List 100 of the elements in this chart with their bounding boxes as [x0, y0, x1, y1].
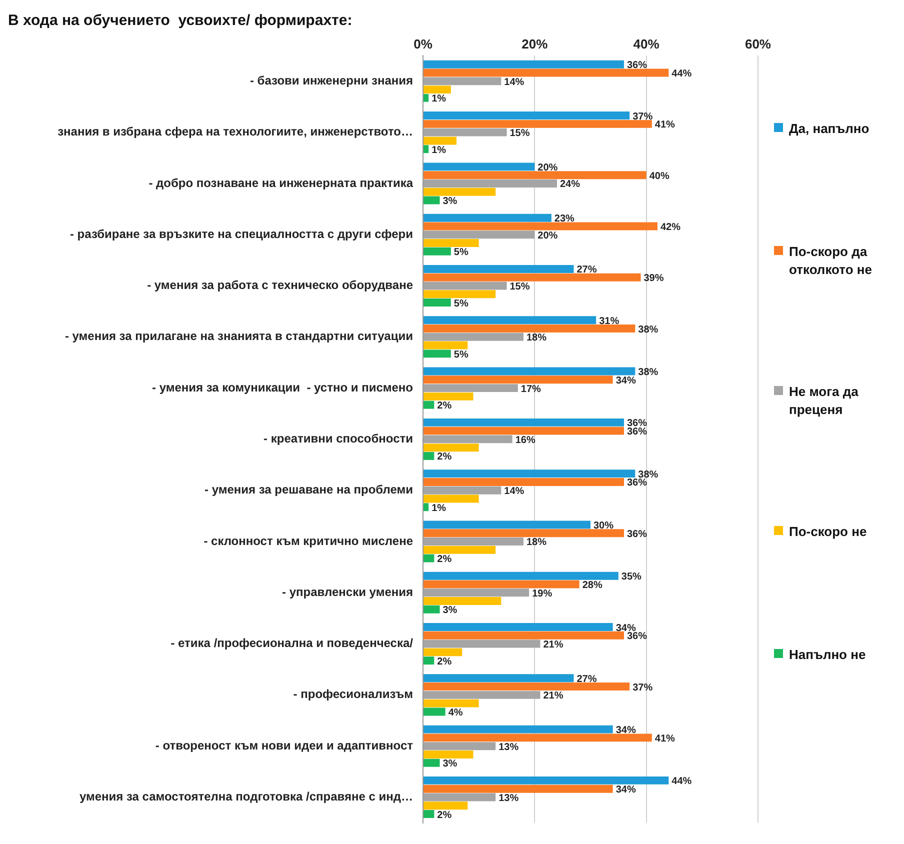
bar: [424, 60, 624, 68]
bar: [424, 112, 630, 120]
data-label: 42%: [660, 222, 681, 233]
data-label: 13%: [498, 792, 519, 804]
data-label: 36%: [626, 426, 648, 438]
bar: [424, 597, 502, 606]
x-tick-label: 20%: [522, 36, 548, 52]
data-label: 20%: [538, 162, 558, 174]
data-label: 39%: [644, 273, 664, 284]
data-label: 18%: [526, 332, 547, 344]
bar: [424, 478, 624, 486]
y-tick-label: - отвореност към нови идеи и адаптивност: [155, 738, 414, 752]
legend-label: Да, напълно: [789, 120, 870, 138]
bar: [424, 776, 669, 784]
data-label: 16%: [515, 434, 536, 446]
data-label: 15%: [510, 282, 530, 293]
data-label: 2%: [437, 656, 452, 668]
y-tick-label: - умения за работа с техническо оборудване: [147, 278, 414, 292]
data-label: 38%: [638, 324, 658, 336]
bar: [424, 554, 434, 562]
data-label: 3%: [442, 758, 458, 770]
bar: [424, 162, 535, 171]
x-tick-label: 40%: [633, 36, 660, 52]
legend-label: Не мога да преценя: [789, 382, 860, 419]
bar: [424, 674, 574, 682]
bar: [424, 426, 624, 435]
bar: [424, 758, 440, 767]
bar: [424, 94, 429, 102]
bar: [424, 452, 434, 460]
data-label: 40%: [649, 170, 670, 182]
data-label: 34%: [616, 725, 636, 736]
bar: [424, 572, 618, 580]
bar: [424, 580, 580, 588]
data-label: 36%: [626, 528, 648, 540]
data-label: 23%: [554, 214, 575, 225]
bar: [424, 188, 496, 196]
data-label: 5%: [454, 247, 468, 258]
data-label: 5%: [454, 349, 468, 360]
bar: [424, 222, 658, 230]
bar: [424, 265, 574, 273]
bar: [424, 734, 652, 742]
data-label: 2%: [437, 400, 452, 412]
bar: [424, 341, 468, 350]
bar: [424, 810, 434, 818]
bar: [424, 470, 636, 478]
data-label: 15%: [510, 128, 530, 140]
data-label: 3%: [442, 605, 458, 616]
bar: [424, 699, 479, 708]
data-label: 2%: [437, 810, 452, 821]
bar: [424, 494, 479, 503]
bar: [424, 247, 451, 256]
bar: [424, 520, 590, 529]
data-label: 1%: [432, 502, 446, 514]
y-tick-label: знания в избрана сфера на технологиите, инженерството…: [58, 124, 413, 139]
y-tick-label: - умения за комуникации - устно и писмено: [152, 380, 413, 394]
bar: [424, 136, 456, 145]
bar: [424, 350, 451, 358]
x-tick-label: 0%: [414, 36, 433, 52]
y-tick-label: - добро познаване на инженерната практика: [148, 176, 414, 190]
bar: [424, 196, 440, 204]
bar: [424, 605, 440, 614]
data-label: 14%: [504, 486, 524, 498]
bar: [424, 682, 630, 691]
bar: [424, 120, 652, 128]
bar: [424, 725, 613, 734]
data-label: 17%: [520, 384, 542, 395]
data-label: 18%: [526, 537, 547, 548]
bar: [424, 392, 474, 400]
data-label: 41%: [654, 733, 676, 744]
bar: [424, 400, 434, 409]
bar: [424, 648, 462, 656]
bar: [424, 86, 451, 94]
data-label: 2%: [437, 452, 452, 463]
data-label: 27%: [576, 264, 597, 276]
data-label: 31%: [599, 316, 620, 327]
y-tick-label: - умения за прилагане на знанията в стандартни ситуации: [64, 329, 413, 344]
bar: [424, 623, 613, 631]
data-label: 14%: [504, 76, 524, 88]
y-tick-label: - креативни способности: [264, 432, 413, 446]
data-label: 28%: [582, 580, 602, 591]
bar: [424, 68, 669, 77]
bar: [424, 298, 451, 307]
data-label: 21%: [543, 640, 564, 651]
data-label: 21%: [543, 690, 564, 702]
bar: [424, 750, 474, 758]
data-label: 36%: [626, 478, 648, 489]
legend-label: По-скоро не: [789, 523, 867, 542]
bar: [424, 546, 496, 554]
data-label: 36%: [626, 60, 648, 72]
legend-label: Напълно не: [789, 646, 866, 664]
bar: [424, 367, 636, 376]
y-tick-label: - базови инженерни знания: [250, 73, 413, 88]
data-label: 13%: [498, 742, 519, 753]
bar: [424, 444, 479, 452]
bar: [424, 239, 479, 247]
bar: [424, 214, 552, 222]
data-label: 44%: [672, 776, 692, 788]
data-label: 5%: [454, 298, 468, 310]
bar: [424, 376, 613, 384]
y-tick-label: умения за самостоятелна подготовка /справяне с инд…: [79, 790, 413, 804]
